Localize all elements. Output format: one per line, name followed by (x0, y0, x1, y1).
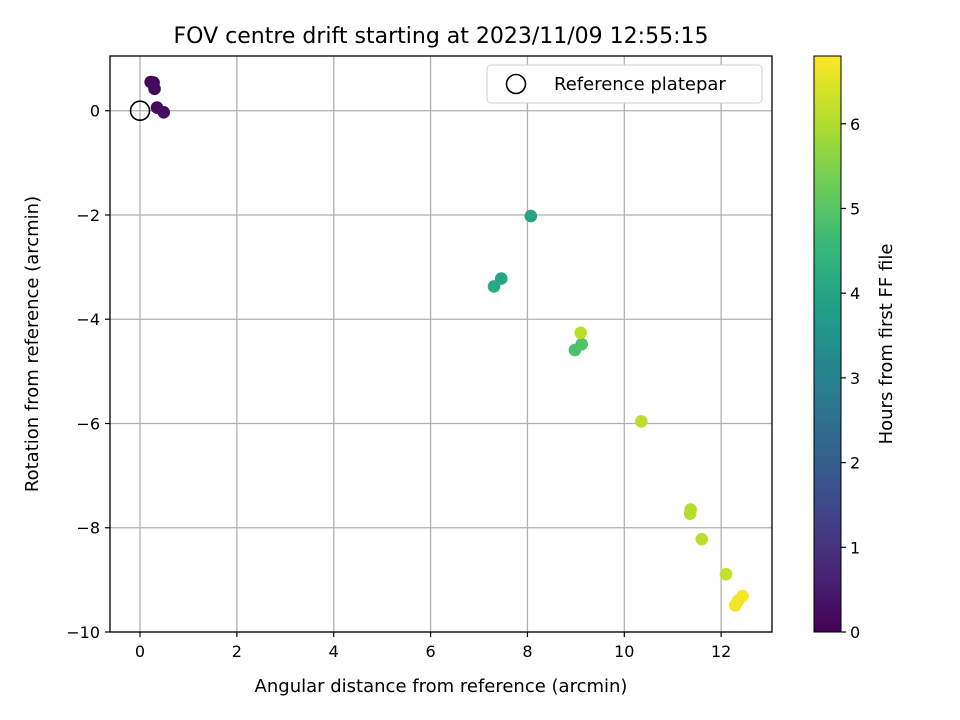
y-axis-label: Rotation from reference (arcmin) (22, 196, 43, 492)
data-point (719, 567, 733, 581)
data-point (148, 82, 161, 96)
colorbar-gradient (813, 55, 842, 633)
x-tick-label: 0 (135, 642, 145, 661)
colorbar-label: Hours from first FF file (876, 244, 897, 445)
data-point (157, 105, 171, 119)
legend-reference-marker (505, 73, 527, 95)
y-tick-label: −10 (66, 623, 100, 642)
x-tick-label: 2 (232, 642, 242, 661)
y-tick-label: −4 (76, 310, 100, 329)
data-point (683, 507, 697, 520)
chart-title: FOV centre drift starting at 2023/11/09 … (174, 24, 709, 49)
x-tick-label: 8 (522, 642, 532, 661)
y-tick-label: −8 (76, 519, 100, 538)
plot-frame (109, 55, 773, 633)
data-point (568, 343, 582, 357)
reference-platepar-marker (129, 100, 151, 122)
y-axis: −10 −8 −6 −4 −2 0 (66, 102, 110, 642)
colorbar-tick-label: 5 (850, 199, 860, 218)
data-point (524, 209, 538, 223)
x-tick-label: 10 (614, 642, 634, 661)
x-tick-label: 6 (425, 642, 435, 661)
data-point (487, 280, 501, 293)
colorbar-tick-label: 2 (850, 454, 860, 473)
colorbar-ticks: 0 1 2 3 4 5 6 (841, 115, 860, 642)
x-axis-label: Angular distance from reference (arcmin) (255, 676, 628, 697)
colorbar-tick-label: 6 (850, 115, 860, 134)
y-tick-label: 0 (90, 102, 100, 121)
x-tick-label: 4 (329, 642, 339, 661)
colorbar-tick-label: 0 (850, 623, 860, 642)
x-tick-label: 12 (711, 642, 731, 661)
legend: Reference platepar (486, 64, 763, 104)
colorbar-tick-label: 1 (850, 538, 860, 557)
data-points (129, 75, 749, 612)
colorbar: 0 1 2 3 4 5 6 Hours from first FF file (813, 55, 897, 642)
data-point (574, 326, 588, 340)
data-point (728, 599, 742, 612)
x-axis: 0 2 4 6 8 10 12 (135, 632, 731, 661)
y-tick-label: −6 (76, 414, 100, 433)
colorbar-tick-label: 3 (850, 369, 860, 388)
data-point (634, 415, 648, 428)
y-tick-label: −2 (76, 206, 100, 225)
legend-entry-reference-platepar: Reference platepar (554, 74, 726, 95)
colorbar-tick-label: 4 (850, 284, 860, 303)
data-point (695, 532, 709, 546)
legend-box (486, 64, 763, 104)
